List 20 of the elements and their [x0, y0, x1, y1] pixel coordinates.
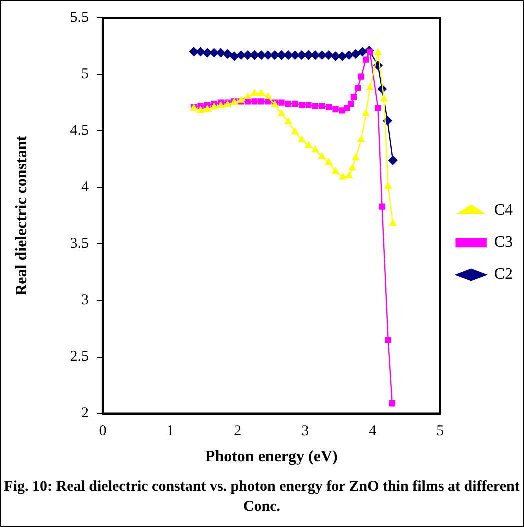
y-tick-label: 4	[81, 180, 90, 196]
x-tick-label: 3	[302, 424, 310, 440]
y-tick-label: 5.5	[70, 10, 89, 26]
x-tick-label: 1	[166, 424, 174, 440]
y-tick-label: 2.5	[70, 349, 89, 366]
y-tick-label: 2	[81, 406, 89, 422]
legend-label: C2	[494, 266, 513, 284]
y-tick-label: 3.5	[70, 236, 89, 252]
legend-label: C4	[494, 202, 513, 220]
x-tick-label: 5	[436, 424, 444, 440]
x-tick-label: 0	[99, 424, 107, 440]
legend-label: C3	[494, 234, 513, 252]
y-axis-title: Real dielectric constant	[14, 135, 31, 296]
y-tick-label: 5	[81, 66, 89, 82]
text: Fig. 10: Real dielectric constant vs. photon energy for ZnO thin films at different Conc.	[3, 478, 521, 517]
x-axis-title: Photon energy (eV)	[205, 448, 338, 466]
x-tick-label: 2	[234, 424, 242, 440]
y-tick-label: 4.5	[70, 123, 89, 140]
y-tick-label: 3	[81, 292, 89, 309]
x-tick-label: 4	[369, 424, 378, 440]
